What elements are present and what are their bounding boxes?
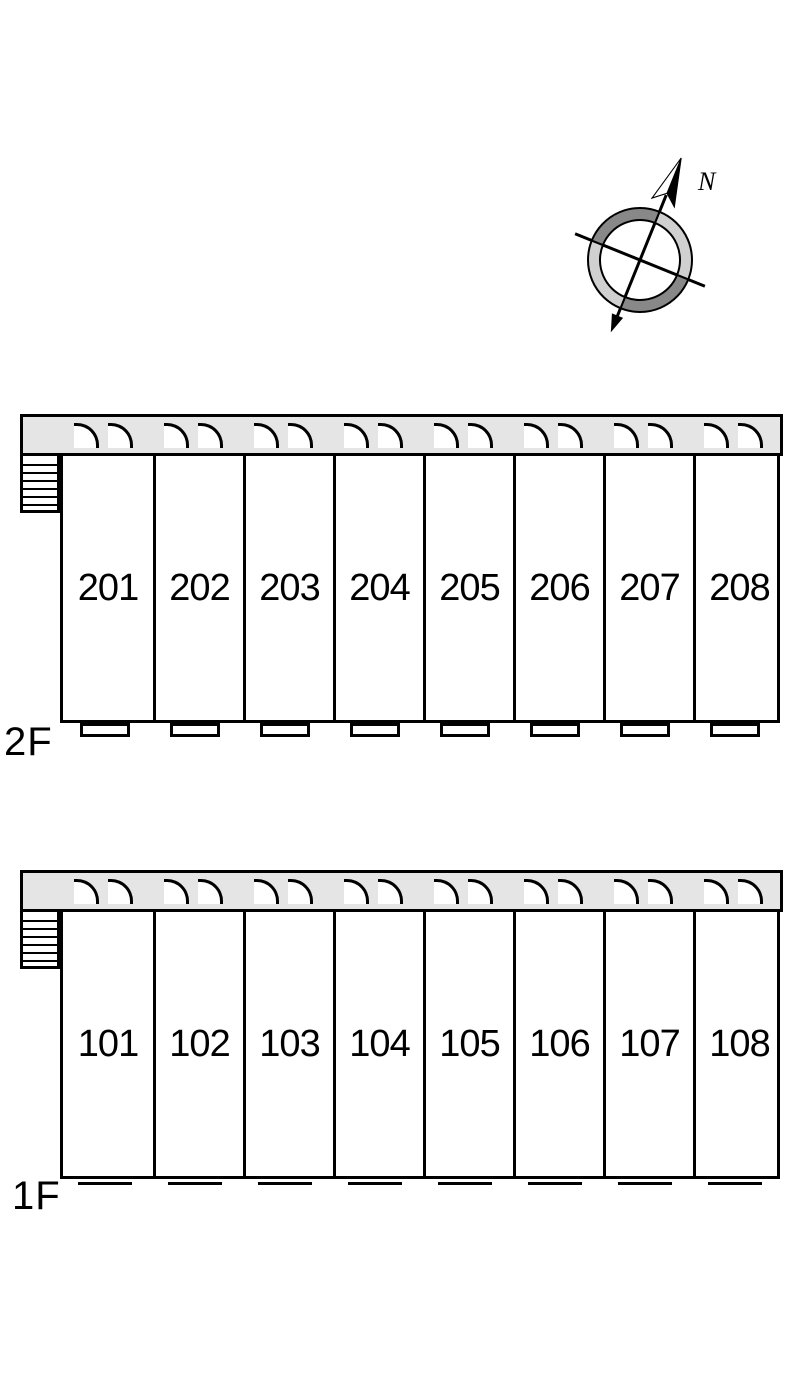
door-icon	[738, 882, 763, 904]
door-icon	[378, 882, 403, 904]
window-icon	[438, 1182, 492, 1185]
unit-label: 208	[709, 567, 769, 610]
unit-108: 108	[693, 912, 783, 1176]
door-icon	[434, 426, 459, 448]
window-icon	[348, 1182, 402, 1185]
balcony-ledge	[710, 723, 760, 737]
unit-label: 203	[259, 567, 319, 610]
window-icon	[168, 1182, 222, 1185]
door-icon	[254, 882, 279, 904]
door-icon	[74, 882, 99, 904]
door-icon	[378, 426, 403, 448]
unit-201: 201	[63, 456, 153, 720]
stairs-1f	[20, 909, 60, 969]
unit-label: 105	[439, 1023, 499, 1066]
unit-206: 206	[513, 456, 603, 720]
unit-203: 203	[243, 456, 333, 720]
door-icon	[198, 426, 223, 448]
window-icon	[258, 1182, 312, 1185]
balcony-ledge	[170, 723, 220, 737]
units-row-1f: 101 102 103 104 105 106 107 108	[60, 909, 780, 1179]
door-icon	[648, 426, 673, 448]
door-icon	[108, 882, 133, 904]
door-icon	[74, 426, 99, 448]
door-icon	[704, 882, 729, 904]
unit-label: 106	[529, 1023, 589, 1066]
unit-label: 108	[709, 1023, 769, 1066]
unit-207: 207	[603, 456, 693, 720]
door-icon	[738, 426, 763, 448]
unit-label: 204	[349, 567, 409, 610]
door-icon	[254, 426, 279, 448]
window-icon	[618, 1182, 672, 1185]
unit-label: 102	[169, 1023, 229, 1066]
balcony-ledge	[440, 723, 490, 737]
unit-label: 207	[619, 567, 679, 610]
door-icon	[524, 426, 549, 448]
door-icon	[648, 882, 673, 904]
door-icon	[558, 426, 583, 448]
door-icon	[288, 882, 313, 904]
unit-label: 103	[259, 1023, 319, 1066]
door-icon	[468, 882, 493, 904]
unit-101: 101	[63, 912, 153, 1176]
door-icon	[434, 882, 459, 904]
door-icon	[558, 882, 583, 904]
unit-label: 107	[619, 1023, 679, 1066]
unit-label: 202	[169, 567, 229, 610]
unit-204: 204	[333, 456, 423, 720]
unit-label: 201	[78, 567, 138, 610]
window-icon	[78, 1182, 132, 1185]
unit-label: 205	[439, 567, 499, 610]
compass-label: N	[697, 167, 717, 196]
window-icon	[528, 1182, 582, 1185]
door-icon	[164, 882, 189, 904]
unit-205: 205	[423, 456, 513, 720]
unit-105: 105	[423, 912, 513, 1176]
balcony-ledge	[620, 723, 670, 737]
unit-106: 106	[513, 912, 603, 1176]
door-icon	[524, 882, 549, 904]
floor-block-2f: 201 202 203 204 205 206 207 208	[0, 414, 800, 774]
unit-102: 102	[153, 912, 243, 1176]
door-icon	[704, 426, 729, 448]
unit-label: 101	[78, 1023, 138, 1066]
door-icon	[468, 426, 493, 448]
floor-block-1f: 101 102 103 104 105 106 107 108	[0, 870, 800, 1230]
units-row-2f: 201 202 203 204 205 206 207 208	[60, 453, 780, 723]
balcony-ledge	[80, 723, 130, 737]
door-icon	[164, 426, 189, 448]
floorplan-canvas: N 2F 201 202 203 204	[0, 0, 800, 1381]
door-icon	[614, 426, 639, 448]
door-icon	[288, 426, 313, 448]
door-icon	[344, 882, 369, 904]
unit-208: 208	[693, 456, 783, 720]
door-icon	[344, 426, 369, 448]
stairs-2f	[20, 453, 60, 513]
balcony-ledge	[530, 723, 580, 737]
unit-107: 107	[603, 912, 693, 1176]
balcony-ledge	[350, 723, 400, 737]
window-icon	[708, 1182, 762, 1185]
balcony-ledge	[260, 723, 310, 737]
unit-104: 104	[333, 912, 423, 1176]
door-icon	[108, 426, 133, 448]
unit-label: 104	[349, 1023, 409, 1066]
door-icon	[198, 882, 223, 904]
door-icon	[614, 882, 639, 904]
compass-icon: N	[530, 150, 750, 370]
unit-label: 206	[529, 567, 589, 610]
unit-202: 202	[153, 456, 243, 720]
unit-103: 103	[243, 912, 333, 1176]
